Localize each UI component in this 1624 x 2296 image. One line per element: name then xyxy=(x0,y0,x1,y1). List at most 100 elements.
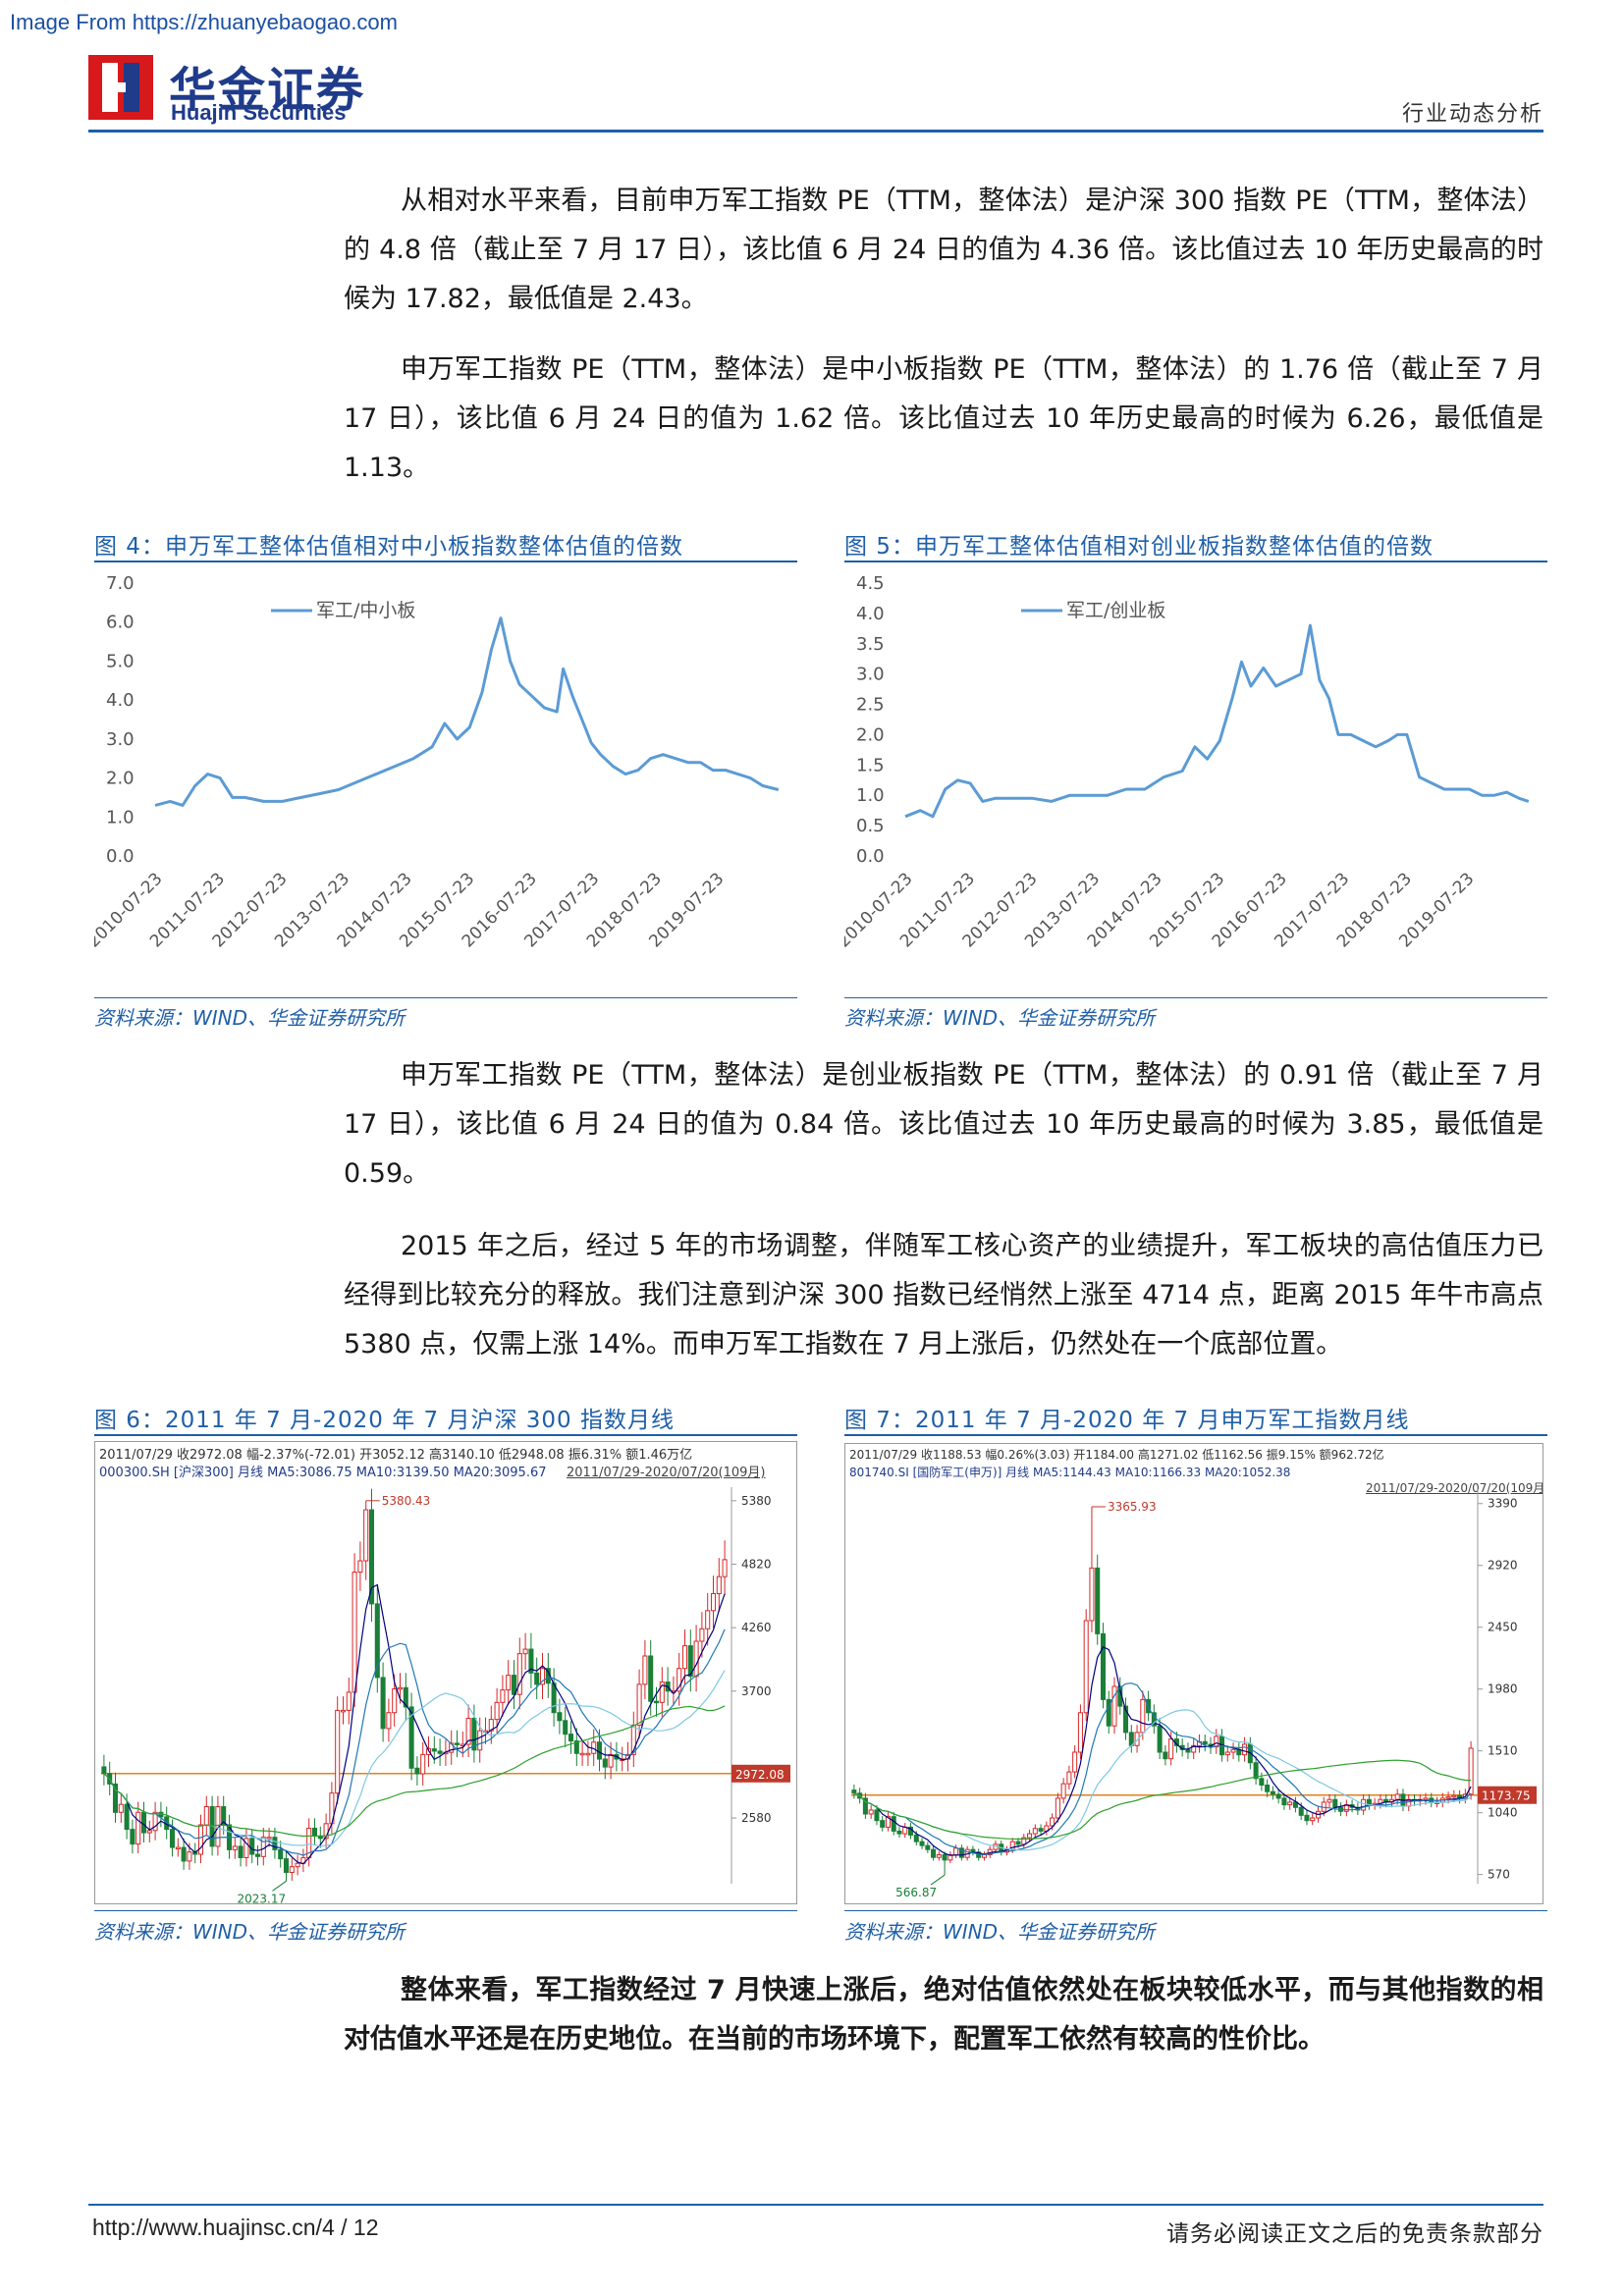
price-tick-label: 1980 xyxy=(1488,1682,1518,1696)
candle-body xyxy=(278,1848,284,1860)
y-tick-label: 2.0 xyxy=(856,724,885,745)
figure-5-chart: 0.0 0.5 1.0 1.5 2.0 2.5 3.0 3.5 4.0 4.5 2010-07-23… xyxy=(835,563,1547,995)
candle-body xyxy=(534,1672,540,1685)
candle-body xyxy=(1265,1785,1271,1792)
candle-body xyxy=(1095,1567,1101,1634)
candle-body xyxy=(1224,1751,1230,1756)
candle-body xyxy=(528,1648,534,1674)
candle-body xyxy=(397,1686,404,1690)
y-tick-label: 1.0 xyxy=(856,785,885,806)
candle-body xyxy=(557,1712,563,1722)
y-tick-label: 5.0 xyxy=(106,651,135,671)
price-tick-label: 4820 xyxy=(741,1557,772,1571)
candle-body xyxy=(340,1709,347,1713)
candle-body xyxy=(1050,1817,1056,1827)
candle-body xyxy=(232,1845,238,1850)
candle-body xyxy=(1134,1732,1140,1746)
candle-body xyxy=(266,1837,272,1840)
candle-body xyxy=(140,1811,147,1834)
figure-5-source: 资料来源：WIND、华金证券研究所 xyxy=(844,1006,1156,1030)
candle-body xyxy=(602,1758,608,1768)
candle-body xyxy=(1451,1794,1457,1798)
candle-body xyxy=(1242,1743,1248,1756)
current-price-badge xyxy=(731,1764,790,1783)
footer-disclaimer: 请务必阅读正文之后的免责条款部分 xyxy=(1166,2221,1543,2247)
candle-body xyxy=(254,1853,261,1857)
candle-body xyxy=(488,1719,494,1732)
candle-body xyxy=(368,1509,375,1605)
candle-body xyxy=(1100,1632,1106,1700)
ma60-line xyxy=(853,1759,1472,1841)
candle-body xyxy=(1191,1744,1197,1753)
candle-body xyxy=(1287,1801,1293,1806)
candle-body xyxy=(169,1829,176,1848)
legend-label: 军工/创业板 xyxy=(1066,600,1165,621)
candle-body xyxy=(380,1677,386,1730)
candle-body xyxy=(1038,1828,1044,1832)
y-tick-label: 1.0 xyxy=(106,807,135,828)
price-tick-label: 2450 xyxy=(1488,1621,1518,1634)
report-type: 行业动态分析 xyxy=(1401,102,1543,127)
company-name-en: Huajin Securities xyxy=(171,100,347,125)
figure-7-bottom-rule xyxy=(844,1910,1547,1911)
price-tick-label: 1040 xyxy=(1488,1806,1518,1820)
candle-body xyxy=(579,1752,585,1756)
candle-body xyxy=(1066,1771,1072,1785)
candle-body xyxy=(403,1686,408,1708)
candle-body xyxy=(511,1675,517,1695)
ma60-line xyxy=(103,1705,726,1838)
footer-url-page[interactable]: http://www.huajinsc.cn/4 / 12 xyxy=(92,2215,379,2240)
candle-body xyxy=(1304,1814,1310,1822)
candle-body xyxy=(891,1816,896,1832)
candle-body xyxy=(238,1845,244,1858)
candle-body xyxy=(563,1720,568,1735)
y-tick-label: 4.0 xyxy=(856,604,885,624)
candle-body xyxy=(880,1820,886,1828)
candle-body xyxy=(573,1740,579,1754)
candle-body xyxy=(203,1806,209,1826)
candle-body xyxy=(414,1767,420,1775)
source-watermark-link[interactable]: Image From https://zhuanyebaogao.com xyxy=(10,10,398,34)
figure-7-title: 图 7：2011 年 7 月-2020 年 7 月申万军工指数月线 xyxy=(844,1408,1410,1433)
price-tick-label: 2580 xyxy=(741,1811,772,1825)
candle-body xyxy=(1021,1837,1027,1845)
candle-body xyxy=(187,1851,192,1862)
candle-body xyxy=(1111,1685,1117,1727)
paragraph-2: 申万军工指数 PE（TTM，整体法）是中小板指数 PE（TTM，整体法）的 1.… xyxy=(344,354,1543,483)
ma10-line xyxy=(103,1629,726,1856)
candle-body xyxy=(335,1709,341,1794)
candle-body xyxy=(1298,1806,1304,1816)
price-tick-label: 570 xyxy=(1488,1868,1510,1882)
candle-body xyxy=(181,1846,187,1862)
candle-body xyxy=(936,1854,942,1858)
candle-body xyxy=(653,1700,660,1704)
candle-body xyxy=(970,1848,976,1853)
candle-body xyxy=(1281,1797,1287,1806)
candle-body xyxy=(608,1753,614,1768)
candle-body xyxy=(1015,1841,1021,1845)
candle-body xyxy=(1230,1748,1236,1753)
figure-6-info-row-1: 2011/07/29 收2972.08 幅-2.37%(-72.01) 开305… xyxy=(99,1448,693,1463)
y-tick-label: 3.5 xyxy=(856,634,885,655)
candle-body xyxy=(437,1750,443,1754)
ma10-line xyxy=(853,1682,1472,1856)
figure-7-kline-panel: 2011/07/29 收1188.53 幅0.26%(3.03) 开1184.0… xyxy=(844,1443,1543,1904)
figure-6-title: 图 6：2011 年 7 月-2020 年 7 月沪深 300 指数月线 xyxy=(94,1408,675,1433)
candle-body xyxy=(1253,1762,1259,1780)
figure-5-title: 图 5：申万军工整体估值相对创业板指数整体估值的倍数 xyxy=(844,534,1434,560)
candle-body xyxy=(1140,1698,1146,1734)
price-tick-label: 1510 xyxy=(1488,1744,1518,1758)
candle-body xyxy=(1394,1793,1400,1800)
candle-body xyxy=(311,1827,318,1838)
figure-5-bottom-rule xyxy=(844,997,1547,998)
legend-label: 军工/中小板 xyxy=(316,600,415,621)
figure-7-source: 资料来源：WIND、华金证券研究所 xyxy=(844,1920,1156,1944)
low-marker xyxy=(272,1880,287,1892)
candle-body xyxy=(454,1742,460,1745)
candle-body xyxy=(699,1628,705,1642)
candle-body xyxy=(101,1766,107,1775)
y-tick-label: 1.5 xyxy=(856,755,885,775)
candle-body xyxy=(1310,1817,1316,1822)
candle-body xyxy=(681,1645,688,1670)
candle-body xyxy=(494,1701,500,1721)
